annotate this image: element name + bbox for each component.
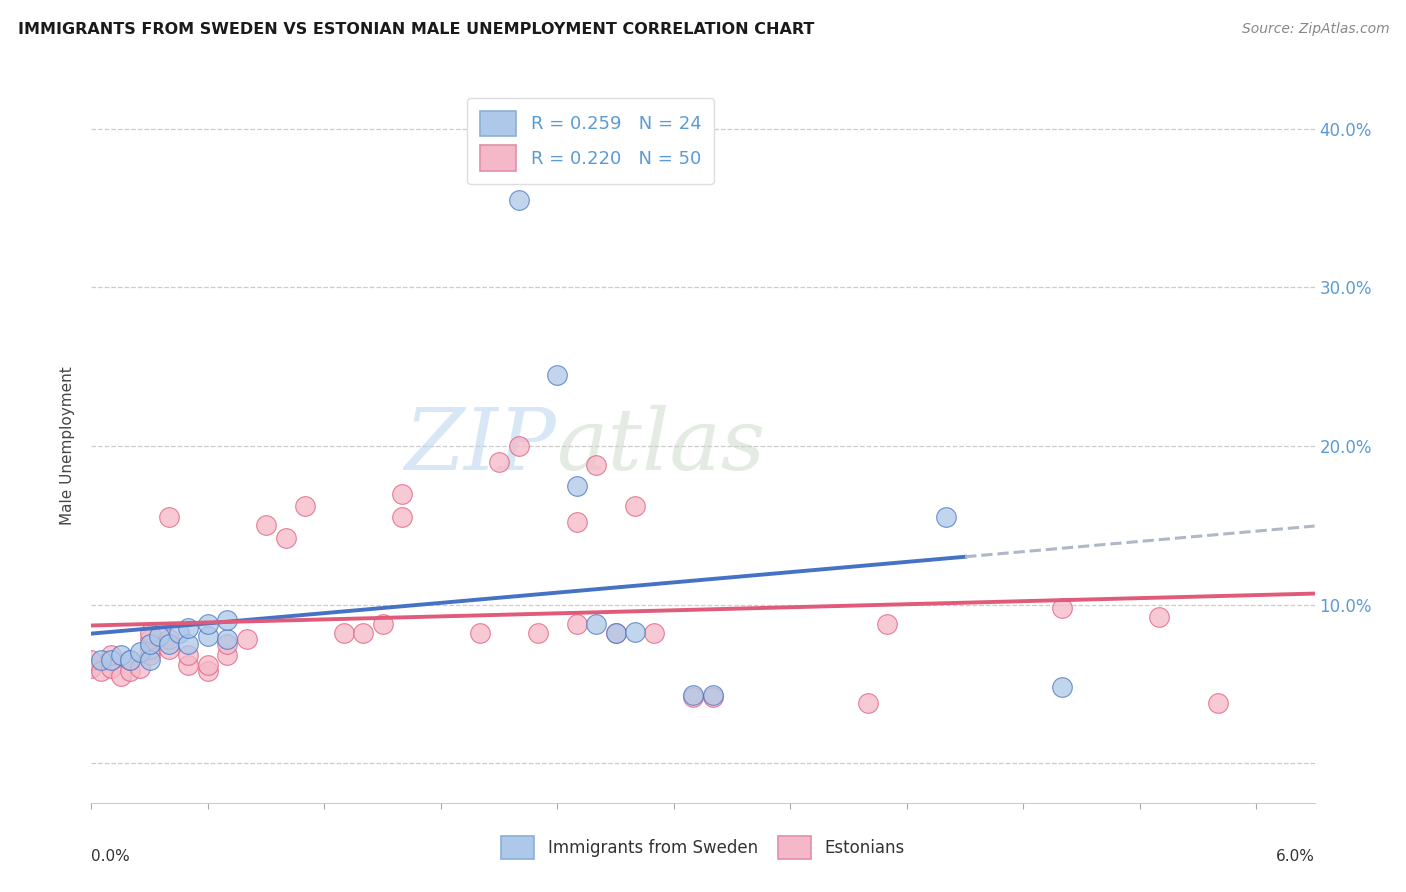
Point bbox=[177, 648, 200, 663]
Point bbox=[624, 500, 647, 514]
Point bbox=[391, 510, 413, 524]
Point bbox=[391, 486, 413, 500]
Point bbox=[527, 626, 550, 640]
Point bbox=[90, 653, 112, 667]
Point bbox=[565, 616, 588, 631]
Text: 0.0%: 0.0% bbox=[91, 849, 131, 864]
Point bbox=[352, 626, 374, 640]
Point bbox=[177, 637, 200, 651]
Point bbox=[100, 648, 122, 663]
Point bbox=[856, 696, 879, 710]
Point bbox=[294, 500, 316, 514]
Point bbox=[508, 439, 530, 453]
Point bbox=[254, 518, 277, 533]
Point bbox=[333, 626, 356, 640]
Point bbox=[167, 626, 190, 640]
Point bbox=[1149, 610, 1171, 624]
Text: atlas: atlas bbox=[557, 405, 765, 487]
Point bbox=[605, 626, 627, 640]
Point bbox=[197, 616, 219, 631]
Text: ZIP: ZIP bbox=[405, 405, 557, 487]
Point bbox=[100, 661, 122, 675]
Point bbox=[138, 653, 160, 667]
Text: IMMIGRANTS FROM SWEDEN VS ESTONIAN MALE UNEMPLOYMENT CORRELATION CHART: IMMIGRANTS FROM SWEDEN VS ESTONIAN MALE … bbox=[18, 22, 814, 37]
Point bbox=[274, 531, 297, 545]
Point bbox=[876, 616, 898, 631]
Point bbox=[643, 626, 665, 640]
Point bbox=[1050, 680, 1073, 694]
Point bbox=[80, 661, 103, 675]
Point bbox=[702, 688, 724, 702]
Point bbox=[177, 621, 200, 635]
Point bbox=[90, 664, 112, 678]
Point bbox=[177, 657, 200, 672]
Point bbox=[468, 626, 491, 640]
Text: 6.0%: 6.0% bbox=[1275, 849, 1315, 864]
Point bbox=[546, 368, 568, 382]
Point bbox=[508, 193, 530, 207]
Point bbox=[197, 664, 219, 678]
Point bbox=[217, 648, 239, 663]
Point bbox=[138, 626, 160, 640]
Point bbox=[138, 637, 160, 651]
Point bbox=[371, 616, 394, 631]
Point bbox=[565, 478, 588, 492]
Text: Source: ZipAtlas.com: Source: ZipAtlas.com bbox=[1241, 22, 1389, 37]
Point bbox=[157, 510, 180, 524]
Point bbox=[110, 648, 132, 663]
Point bbox=[120, 664, 142, 678]
Point bbox=[682, 690, 704, 704]
Point bbox=[120, 653, 142, 667]
Point bbox=[197, 657, 219, 672]
Point bbox=[80, 653, 103, 667]
Point bbox=[217, 614, 239, 628]
Point bbox=[217, 632, 239, 647]
Point bbox=[217, 637, 239, 651]
Point bbox=[120, 653, 142, 667]
Point bbox=[138, 632, 160, 647]
Point bbox=[935, 510, 957, 524]
Point bbox=[138, 648, 160, 663]
Point bbox=[488, 455, 510, 469]
Point bbox=[624, 624, 647, 639]
Point bbox=[157, 642, 180, 657]
Point bbox=[702, 690, 724, 704]
Point bbox=[585, 458, 607, 472]
Point bbox=[605, 626, 627, 640]
Point bbox=[682, 688, 704, 702]
Point bbox=[1050, 600, 1073, 615]
Point bbox=[157, 632, 180, 647]
Point bbox=[138, 642, 160, 657]
Point bbox=[100, 653, 122, 667]
Point bbox=[235, 632, 257, 647]
Point bbox=[129, 645, 152, 659]
Legend: Immigrants from Sweden, Estonians: Immigrants from Sweden, Estonians bbox=[495, 829, 911, 866]
Point bbox=[129, 661, 152, 675]
Point bbox=[157, 637, 180, 651]
Y-axis label: Male Unemployment: Male Unemployment bbox=[60, 367, 76, 525]
Point bbox=[110, 669, 132, 683]
Point bbox=[1206, 696, 1229, 710]
Point bbox=[585, 616, 607, 631]
Point bbox=[197, 629, 219, 643]
Point bbox=[148, 629, 170, 643]
Point bbox=[565, 515, 588, 529]
